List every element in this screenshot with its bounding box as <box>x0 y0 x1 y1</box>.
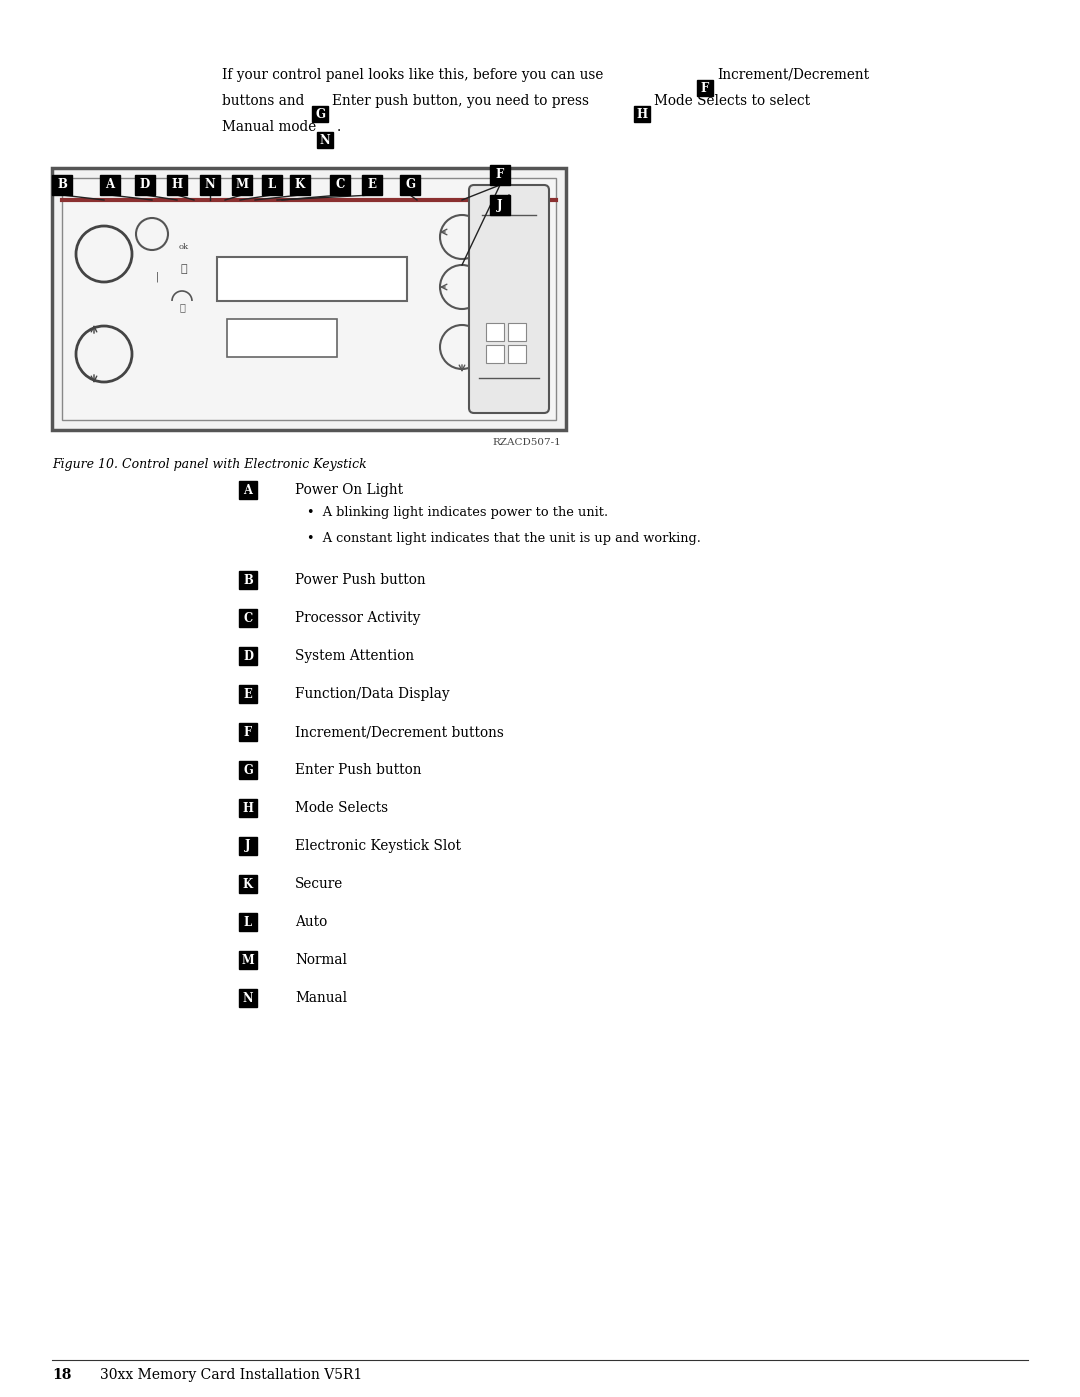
Bar <box>312 106 328 122</box>
Text: 30xx Memory Card Installation V5R1: 30xx Memory Card Installation V5R1 <box>100 1368 362 1382</box>
Text: Enter push button, you need to press: Enter push button, you need to press <box>332 94 589 108</box>
Bar <box>490 165 510 184</box>
Bar <box>62 177 556 420</box>
Text: Processor Activity: Processor Activity <box>295 610 420 624</box>
Text: K: K <box>243 877 253 890</box>
Text: System Attention: System Attention <box>295 650 414 664</box>
Text: N: N <box>204 179 215 191</box>
Text: ⚿: ⚿ <box>180 264 187 274</box>
Bar <box>262 175 282 196</box>
Bar <box>239 989 257 1007</box>
Text: 18: 18 <box>52 1368 71 1382</box>
Bar <box>291 175 310 196</box>
Text: N: N <box>243 992 253 1004</box>
Bar <box>239 647 257 665</box>
Text: G: G <box>315 108 325 120</box>
Text: Power On Light: Power On Light <box>295 483 403 497</box>
Text: H: H <box>243 802 254 814</box>
Text: H: H <box>636 108 648 120</box>
Bar <box>318 131 333 148</box>
Text: Power Push button: Power Push button <box>295 573 426 587</box>
Bar <box>508 323 526 341</box>
Text: buttons and: buttons and <box>222 94 305 108</box>
Bar <box>239 951 257 970</box>
Bar <box>362 175 382 196</box>
Bar <box>486 323 504 341</box>
Text: K: K <box>295 179 306 191</box>
Text: If your control panel looks like this, before you can use: If your control panel looks like this, b… <box>222 68 604 82</box>
Bar <box>508 345 526 363</box>
Bar <box>52 175 72 196</box>
Bar <box>135 175 156 196</box>
Text: •  A blinking light indicates power to the unit.: • A blinking light indicates power to th… <box>307 506 608 520</box>
Bar <box>490 196 510 215</box>
Bar <box>239 761 257 780</box>
Text: E: E <box>367 179 377 191</box>
Text: Mode Selects: Mode Selects <box>295 800 388 814</box>
Bar <box>239 724 257 740</box>
Text: Increment/Decrement buttons: Increment/Decrement buttons <box>295 725 504 739</box>
Text: ⚿: ⚿ <box>179 302 185 312</box>
Bar <box>167 175 187 196</box>
Text: •  A constant light indicates that the unit is up and working.: • A constant light indicates that the un… <box>307 532 701 545</box>
Bar <box>200 175 220 196</box>
Text: Function/Data Display: Function/Data Display <box>295 687 449 701</box>
Text: F: F <box>496 169 504 182</box>
Bar <box>239 685 257 703</box>
Text: N: N <box>320 134 330 147</box>
Text: RZACD507-1: RZACD507-1 <box>492 439 561 447</box>
Bar <box>486 345 504 363</box>
Text: C: C <box>243 612 253 624</box>
Text: Manual: Manual <box>295 990 347 1004</box>
Text: |: | <box>156 272 159 282</box>
Bar <box>634 106 650 122</box>
Text: J: J <box>245 840 251 852</box>
Bar <box>239 609 257 627</box>
Text: E: E <box>244 687 253 700</box>
Text: Normal: Normal <box>295 953 347 967</box>
Bar <box>400 175 420 196</box>
Text: Mode Selects to select: Mode Selects to select <box>654 94 810 108</box>
Text: A: A <box>106 179 114 191</box>
Bar <box>217 257 407 300</box>
Text: B: B <box>57 179 67 191</box>
Text: J: J <box>497 198 503 211</box>
Bar <box>227 319 337 358</box>
Text: L: L <box>244 915 252 929</box>
Bar <box>239 481 257 499</box>
Text: L: L <box>268 179 276 191</box>
Text: F: F <box>701 81 710 95</box>
Text: D: D <box>140 179 150 191</box>
Bar <box>239 799 257 817</box>
Bar <box>239 571 257 590</box>
Text: B: B <box>243 574 253 587</box>
Text: H: H <box>172 179 183 191</box>
Bar <box>239 914 257 930</box>
FancyBboxPatch shape <box>469 184 549 414</box>
Bar <box>697 80 713 96</box>
Bar <box>232 175 252 196</box>
Bar <box>100 175 120 196</box>
Text: F: F <box>244 725 252 739</box>
Text: C: C <box>335 179 345 191</box>
Text: ok: ok <box>179 243 189 251</box>
Text: Increment/Decrement: Increment/Decrement <box>717 68 869 82</box>
Text: Secure: Secure <box>295 877 343 891</box>
Text: G: G <box>243 764 253 777</box>
Bar <box>330 175 350 196</box>
Text: Manual mode: Manual mode <box>222 120 316 134</box>
Text: A: A <box>244 483 253 496</box>
Text: Electronic Keystick Slot: Electronic Keystick Slot <box>295 840 461 854</box>
Bar <box>239 837 257 855</box>
Text: Enter Push button: Enter Push button <box>295 763 421 777</box>
Bar <box>239 875 257 893</box>
Text: M: M <box>242 954 255 967</box>
Text: Auto: Auto <box>295 915 327 929</box>
Text: M: M <box>235 179 248 191</box>
Text: D: D <box>243 650 253 662</box>
Text: .: . <box>337 120 341 134</box>
Text: G: G <box>405 179 415 191</box>
Text: Figure 10. Control panel with Electronic Keystick: Figure 10. Control panel with Electronic… <box>52 458 367 471</box>
Bar <box>52 168 566 430</box>
